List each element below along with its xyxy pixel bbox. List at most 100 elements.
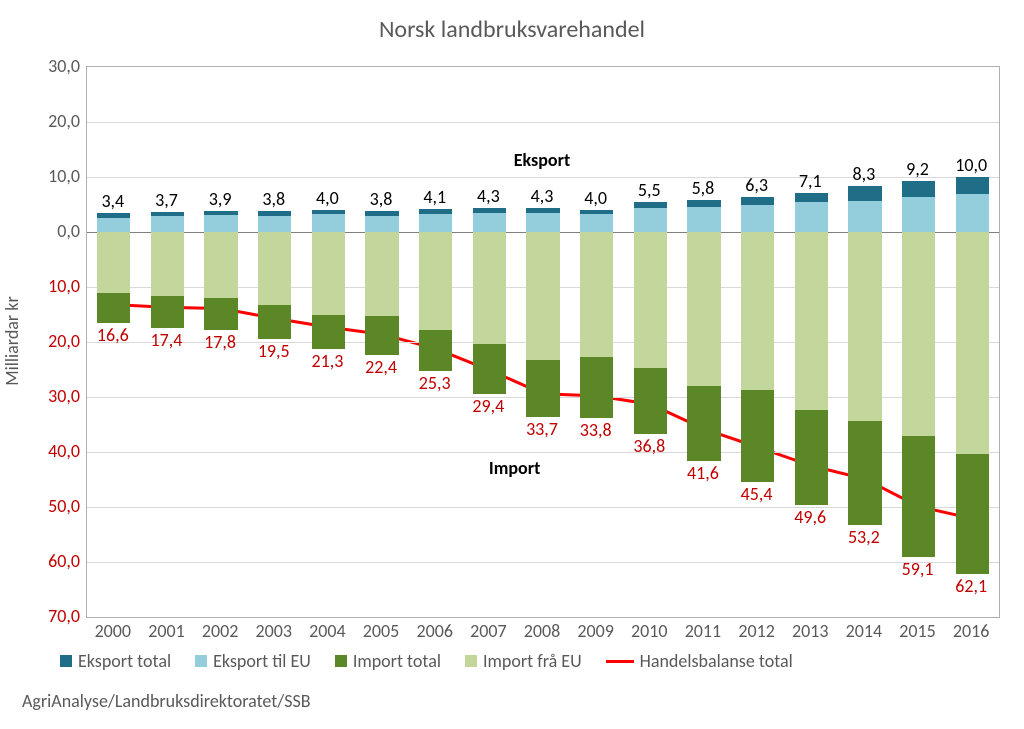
bar-eksport-eu (902, 197, 935, 232)
data-label-export: 5,5 (638, 179, 661, 201)
bar-import-eu (258, 232, 291, 305)
bar-import-eu (312, 232, 345, 315)
bar-eksport-eu (258, 216, 291, 233)
x-tick-label: 2015 (899, 620, 936, 642)
gridline (87, 122, 999, 123)
x-tick-label: 2009 (577, 620, 614, 642)
x-tick-label: 2010 (631, 620, 668, 642)
x-tick-label: 2016 (953, 620, 990, 642)
data-label-export: 3,8 (262, 188, 285, 210)
y-tick-label: 50,0 (20, 495, 80, 517)
data-label-import: 33,8 (580, 419, 612, 441)
data-label-export: 4,0 (584, 187, 607, 209)
bar-import-eu (97, 232, 130, 293)
bar-import-eu (687, 232, 720, 386)
data-label-import: 16,6 (97, 324, 129, 346)
swatch-import-total (335, 655, 347, 667)
bar-eksport-eu (526, 213, 559, 232)
swatch-import-eu (465, 655, 477, 667)
data-label-export: 6,3 (745, 174, 768, 196)
data-label-export: 10,0 (955, 154, 987, 176)
swatch-eksport-eu (195, 655, 207, 667)
data-label-export: 4,3 (477, 185, 500, 207)
x-tick-label: 2006 (416, 620, 453, 642)
bar-import-eu (795, 232, 828, 410)
x-tick-label: 2000 (95, 620, 132, 642)
y-tick-label: 10,0 (20, 275, 80, 297)
y-tick-label: 30,0 (20, 385, 80, 407)
bar-eksport-eu (580, 214, 613, 232)
legend-label: Import total (353, 650, 441, 672)
bar-eksport-eu (848, 201, 881, 232)
legend-label: Eksport total (78, 650, 171, 672)
legend-balance: Handelsbalanse total (606, 650, 793, 672)
legend-import-total: Import total (335, 650, 441, 672)
legend-label: Import frå EU (483, 650, 582, 672)
data-label-import: 17,8 (204, 331, 236, 353)
data-label-import: 41,6 (687, 462, 719, 484)
bar-eksport-eu (365, 216, 398, 233)
data-label-import: 53,2 (848, 526, 880, 548)
chart-title: Norsk landbruksvarehandel (0, 15, 1024, 44)
x-tick-label: 2013 (792, 620, 829, 642)
bar-import-eu (956, 232, 989, 454)
bar-eksport-eu (795, 202, 828, 232)
y-tick-label: 30,0 (20, 55, 80, 77)
data-label-export: 4,3 (531, 185, 554, 207)
x-tick-label: 2007 (470, 620, 507, 642)
legend-label: Eksport til EU (213, 650, 311, 672)
data-label-import: 21,3 (311, 350, 343, 372)
data-label-import: 17,4 (151, 329, 183, 351)
data-label-export: 4,0 (316, 187, 339, 209)
bar-eksport-eu (687, 207, 720, 232)
data-label-export: 3,9 (209, 188, 232, 210)
data-label-import: 19,5 (258, 340, 290, 362)
data-label-import: 62,1 (955, 575, 987, 597)
data-label-import: 45,4 (741, 483, 773, 505)
data-label-export: 5,8 (692, 177, 715, 199)
y-tick-label: 10,0 (20, 165, 80, 187)
swatch-balance-line (606, 660, 634, 663)
legend-eksport-eu: Eksport til EU (195, 650, 311, 672)
bar-import-eu (848, 232, 881, 421)
bar-eksport-eu (204, 215, 237, 232)
y-tick-label: 20,0 (20, 110, 80, 132)
x-tick-label: 2003 (256, 620, 293, 642)
gridline (87, 562, 999, 563)
bar-eksport-eu (473, 213, 506, 232)
x-tick-label: 2005 (363, 620, 400, 642)
bar-import-eu (741, 232, 774, 390)
x-tick-label: 2014 (846, 620, 883, 642)
data-label-export: 9,2 (906, 158, 929, 180)
data-label-export: 3,8 (370, 188, 393, 210)
data-label-export: 3,4 (101, 190, 124, 212)
x-tick-label: 2011 (685, 620, 722, 642)
x-tick-label: 2004 (309, 620, 346, 642)
bar-eksport-eu (634, 208, 667, 232)
bar-import-eu (365, 232, 398, 316)
legend-import-eu: Import frå EU (465, 650, 582, 672)
data-label-import: 49,6 (794, 506, 826, 528)
y-tick-label: 40,0 (20, 440, 80, 462)
data-label-import: 25,3 (419, 372, 451, 394)
data-label-export: 8,3 (853, 163, 876, 185)
data-label-export: 7,1 (799, 170, 822, 192)
bar-import-eu (419, 232, 452, 330)
bar-import-eu (526, 232, 559, 360)
bar-eksport-eu (312, 214, 345, 232)
bar-import-eu (151, 232, 184, 296)
y-tick-label: 70,0 (20, 605, 80, 627)
x-tick-label: 2002 (202, 620, 239, 642)
bar-eksport-eu (741, 205, 774, 233)
y-tick-label: 20,0 (20, 330, 80, 352)
swatch-eksport-total (60, 655, 72, 667)
y-tick-label: 0,0 (20, 220, 80, 242)
x-tick-label: 2008 (524, 620, 561, 642)
x-tick-label: 2001 (148, 620, 185, 642)
data-label-import: 29,4 (472, 395, 504, 417)
source-text: AgriAnalyse/Landbruksdirektoratet/SSB (22, 690, 311, 712)
chart-stage: Norsk landbruksvarehandel Milliardar kr … (0, 0, 1024, 729)
x-tick-label: 2012 (738, 620, 775, 642)
bar-eksport-eu (97, 218, 130, 232)
annotation-export: Eksport (514, 149, 570, 171)
